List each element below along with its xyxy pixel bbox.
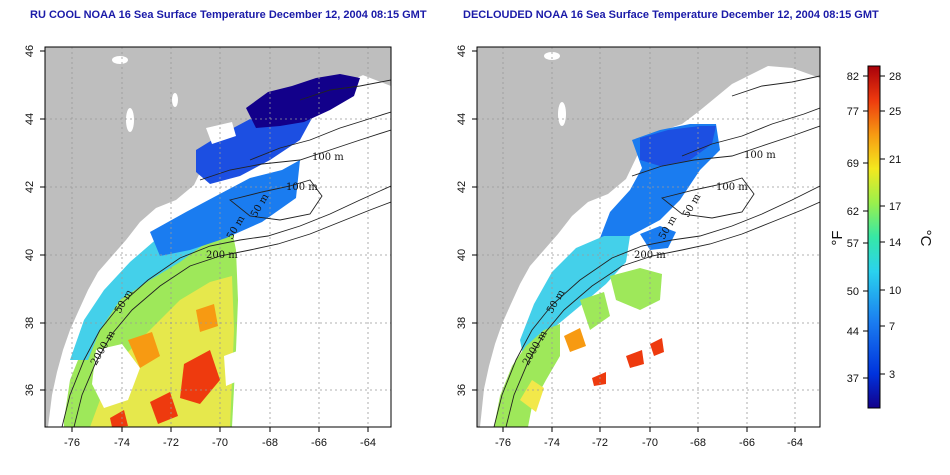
colorbar-c-unit: °C xyxy=(917,230,934,247)
y-tick-label: 40 xyxy=(456,249,468,261)
x-tick-label: -72 xyxy=(592,437,608,449)
y-tick-label: 36 xyxy=(456,384,468,396)
colorbar-c-tick: 17 xyxy=(889,201,901,213)
y-tick-label: 44 xyxy=(456,113,468,125)
colorbar-f-tick: 69 xyxy=(847,158,859,170)
y-tick-label: 44 xyxy=(24,113,36,125)
y-tick-label: 42 xyxy=(24,181,36,193)
x-tick-label: -74 xyxy=(114,437,130,449)
bathymetry-contours xyxy=(61,79,391,427)
x-tick-label: -70 xyxy=(212,437,228,449)
contour-label: 100 m xyxy=(744,150,776,161)
x-tick-label: -74 xyxy=(544,437,560,449)
x-tick-label: -66 xyxy=(311,437,327,449)
colorbar-gradient xyxy=(867,65,881,409)
x-tick-label: -76 xyxy=(495,437,511,449)
colorbar-f-tick: 77 xyxy=(847,106,859,118)
colorbar-f-tick: 82 xyxy=(847,71,859,83)
x-tick-label: -66 xyxy=(739,437,755,449)
y-tick-label: 42 xyxy=(456,181,468,193)
colorbar-c-tick: 14 xyxy=(889,237,901,249)
colorbar-f-tick: 44 xyxy=(847,326,859,338)
y-tick-label: 40 xyxy=(24,249,36,261)
y-tick-label: 36 xyxy=(24,384,36,396)
colorbar-c-tick: 28 xyxy=(889,71,901,83)
x-tick-label: -76 xyxy=(64,437,80,449)
colorbar-c-tick: 7 xyxy=(889,321,895,333)
colorbar-c-tick: 25 xyxy=(889,106,901,118)
y-tick-label: 38 xyxy=(456,317,468,329)
contour-label: 100 m xyxy=(716,182,748,193)
colorbar-f-tick: 57 xyxy=(847,238,859,250)
map-panel-right: 100 m 100 m 50 m 200 m 50 m 50 m 2000 m … xyxy=(456,45,821,449)
x-tick-label: -68 xyxy=(690,437,706,449)
x-tick-label: -64 xyxy=(360,437,376,449)
x-tick-label: -68 xyxy=(262,437,278,449)
contour-label: 100 m xyxy=(312,152,344,163)
grid-lines xyxy=(477,47,820,427)
contour-label: 200 m xyxy=(634,250,666,261)
y-tick-label: 46 xyxy=(24,45,36,57)
colorbar: 82 77 69 62 57 50 44 37 28 25 21 17 14 1… xyxy=(829,65,934,409)
y-tick-label: 38 xyxy=(24,317,36,329)
colorbar-c-tick: 10 xyxy=(889,285,901,297)
colorbar-f-unit: °F xyxy=(829,230,846,245)
colorbar-c-tick: 3 xyxy=(889,369,895,381)
colorbar-c-tick: 21 xyxy=(889,154,901,166)
x-tick-label: -70 xyxy=(642,437,658,449)
colorbar-f-tick: 62 xyxy=(847,206,859,218)
map-panel-left: 100 m 100 m 50 m 200 m 50 m 50 m 2000 m … xyxy=(24,45,392,449)
y-tick-label: 46 xyxy=(456,45,468,57)
x-tick-label: -64 xyxy=(787,437,803,449)
title-left: RU COOL NOAA 16 Sea Surface Temperature … xyxy=(30,9,427,21)
colorbar-f-tick: 50 xyxy=(847,286,859,298)
contour-label: 200 m xyxy=(206,250,238,261)
x-tick-label: -72 xyxy=(163,437,179,449)
bathymetry-contours xyxy=(493,75,820,427)
contour-label: 100 m xyxy=(286,182,318,193)
colorbar-f-tick: 37 xyxy=(847,373,859,385)
land-mass xyxy=(477,47,820,427)
title-right: DECLOUDED NOAA 16 Sea Surface Temperatur… xyxy=(463,9,879,21)
land-mass xyxy=(45,47,391,427)
grid-lines xyxy=(45,47,391,427)
